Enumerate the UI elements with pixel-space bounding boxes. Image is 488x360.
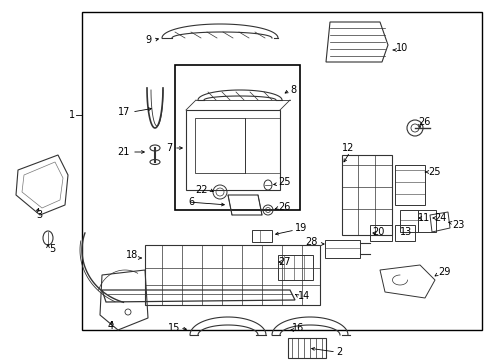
Text: 13: 13 bbox=[399, 227, 411, 237]
Bar bbox=[399, 210, 417, 232]
Bar bbox=[417, 210, 435, 232]
Text: 16: 16 bbox=[291, 323, 304, 333]
Bar bbox=[394, 165, 424, 205]
Text: 27: 27 bbox=[278, 257, 290, 267]
Text: 4: 4 bbox=[108, 321, 114, 331]
Text: 2: 2 bbox=[335, 347, 342, 357]
Text: 15: 15 bbox=[167, 323, 180, 333]
Text: 22: 22 bbox=[195, 185, 207, 195]
Text: 25: 25 bbox=[427, 167, 440, 177]
Bar bbox=[195, 118, 244, 173]
Bar bbox=[369, 225, 391, 241]
Text: 1: 1 bbox=[69, 110, 75, 120]
Text: 17: 17 bbox=[118, 107, 130, 117]
Text: 21: 21 bbox=[118, 147, 130, 157]
Bar bbox=[287, 338, 325, 358]
Text: 10: 10 bbox=[395, 43, 407, 53]
Text: 12: 12 bbox=[341, 143, 354, 153]
Bar bbox=[325, 240, 359, 258]
Text: 7: 7 bbox=[165, 143, 172, 153]
Text: 23: 23 bbox=[451, 220, 464, 230]
Text: 28: 28 bbox=[305, 237, 317, 247]
Text: 26: 26 bbox=[417, 117, 429, 127]
Text: 3: 3 bbox=[36, 210, 42, 220]
Text: 11: 11 bbox=[417, 213, 429, 223]
Text: 18: 18 bbox=[125, 250, 138, 260]
Text: 8: 8 bbox=[289, 85, 296, 95]
Text: 26: 26 bbox=[278, 202, 290, 212]
Text: 6: 6 bbox=[187, 197, 194, 207]
Text: 20: 20 bbox=[371, 227, 384, 237]
Bar bbox=[82, 12, 481, 330]
Bar bbox=[175, 65, 299, 210]
Text: 9: 9 bbox=[145, 35, 152, 45]
Text: 25: 25 bbox=[278, 177, 290, 187]
Bar bbox=[394, 225, 414, 241]
Bar bbox=[341, 155, 391, 235]
Text: 19: 19 bbox=[294, 223, 306, 233]
Text: 29: 29 bbox=[437, 267, 449, 277]
Text: 5: 5 bbox=[49, 244, 55, 254]
Text: 14: 14 bbox=[297, 291, 309, 301]
Bar bbox=[278, 255, 312, 280]
Text: 24: 24 bbox=[433, 213, 446, 223]
